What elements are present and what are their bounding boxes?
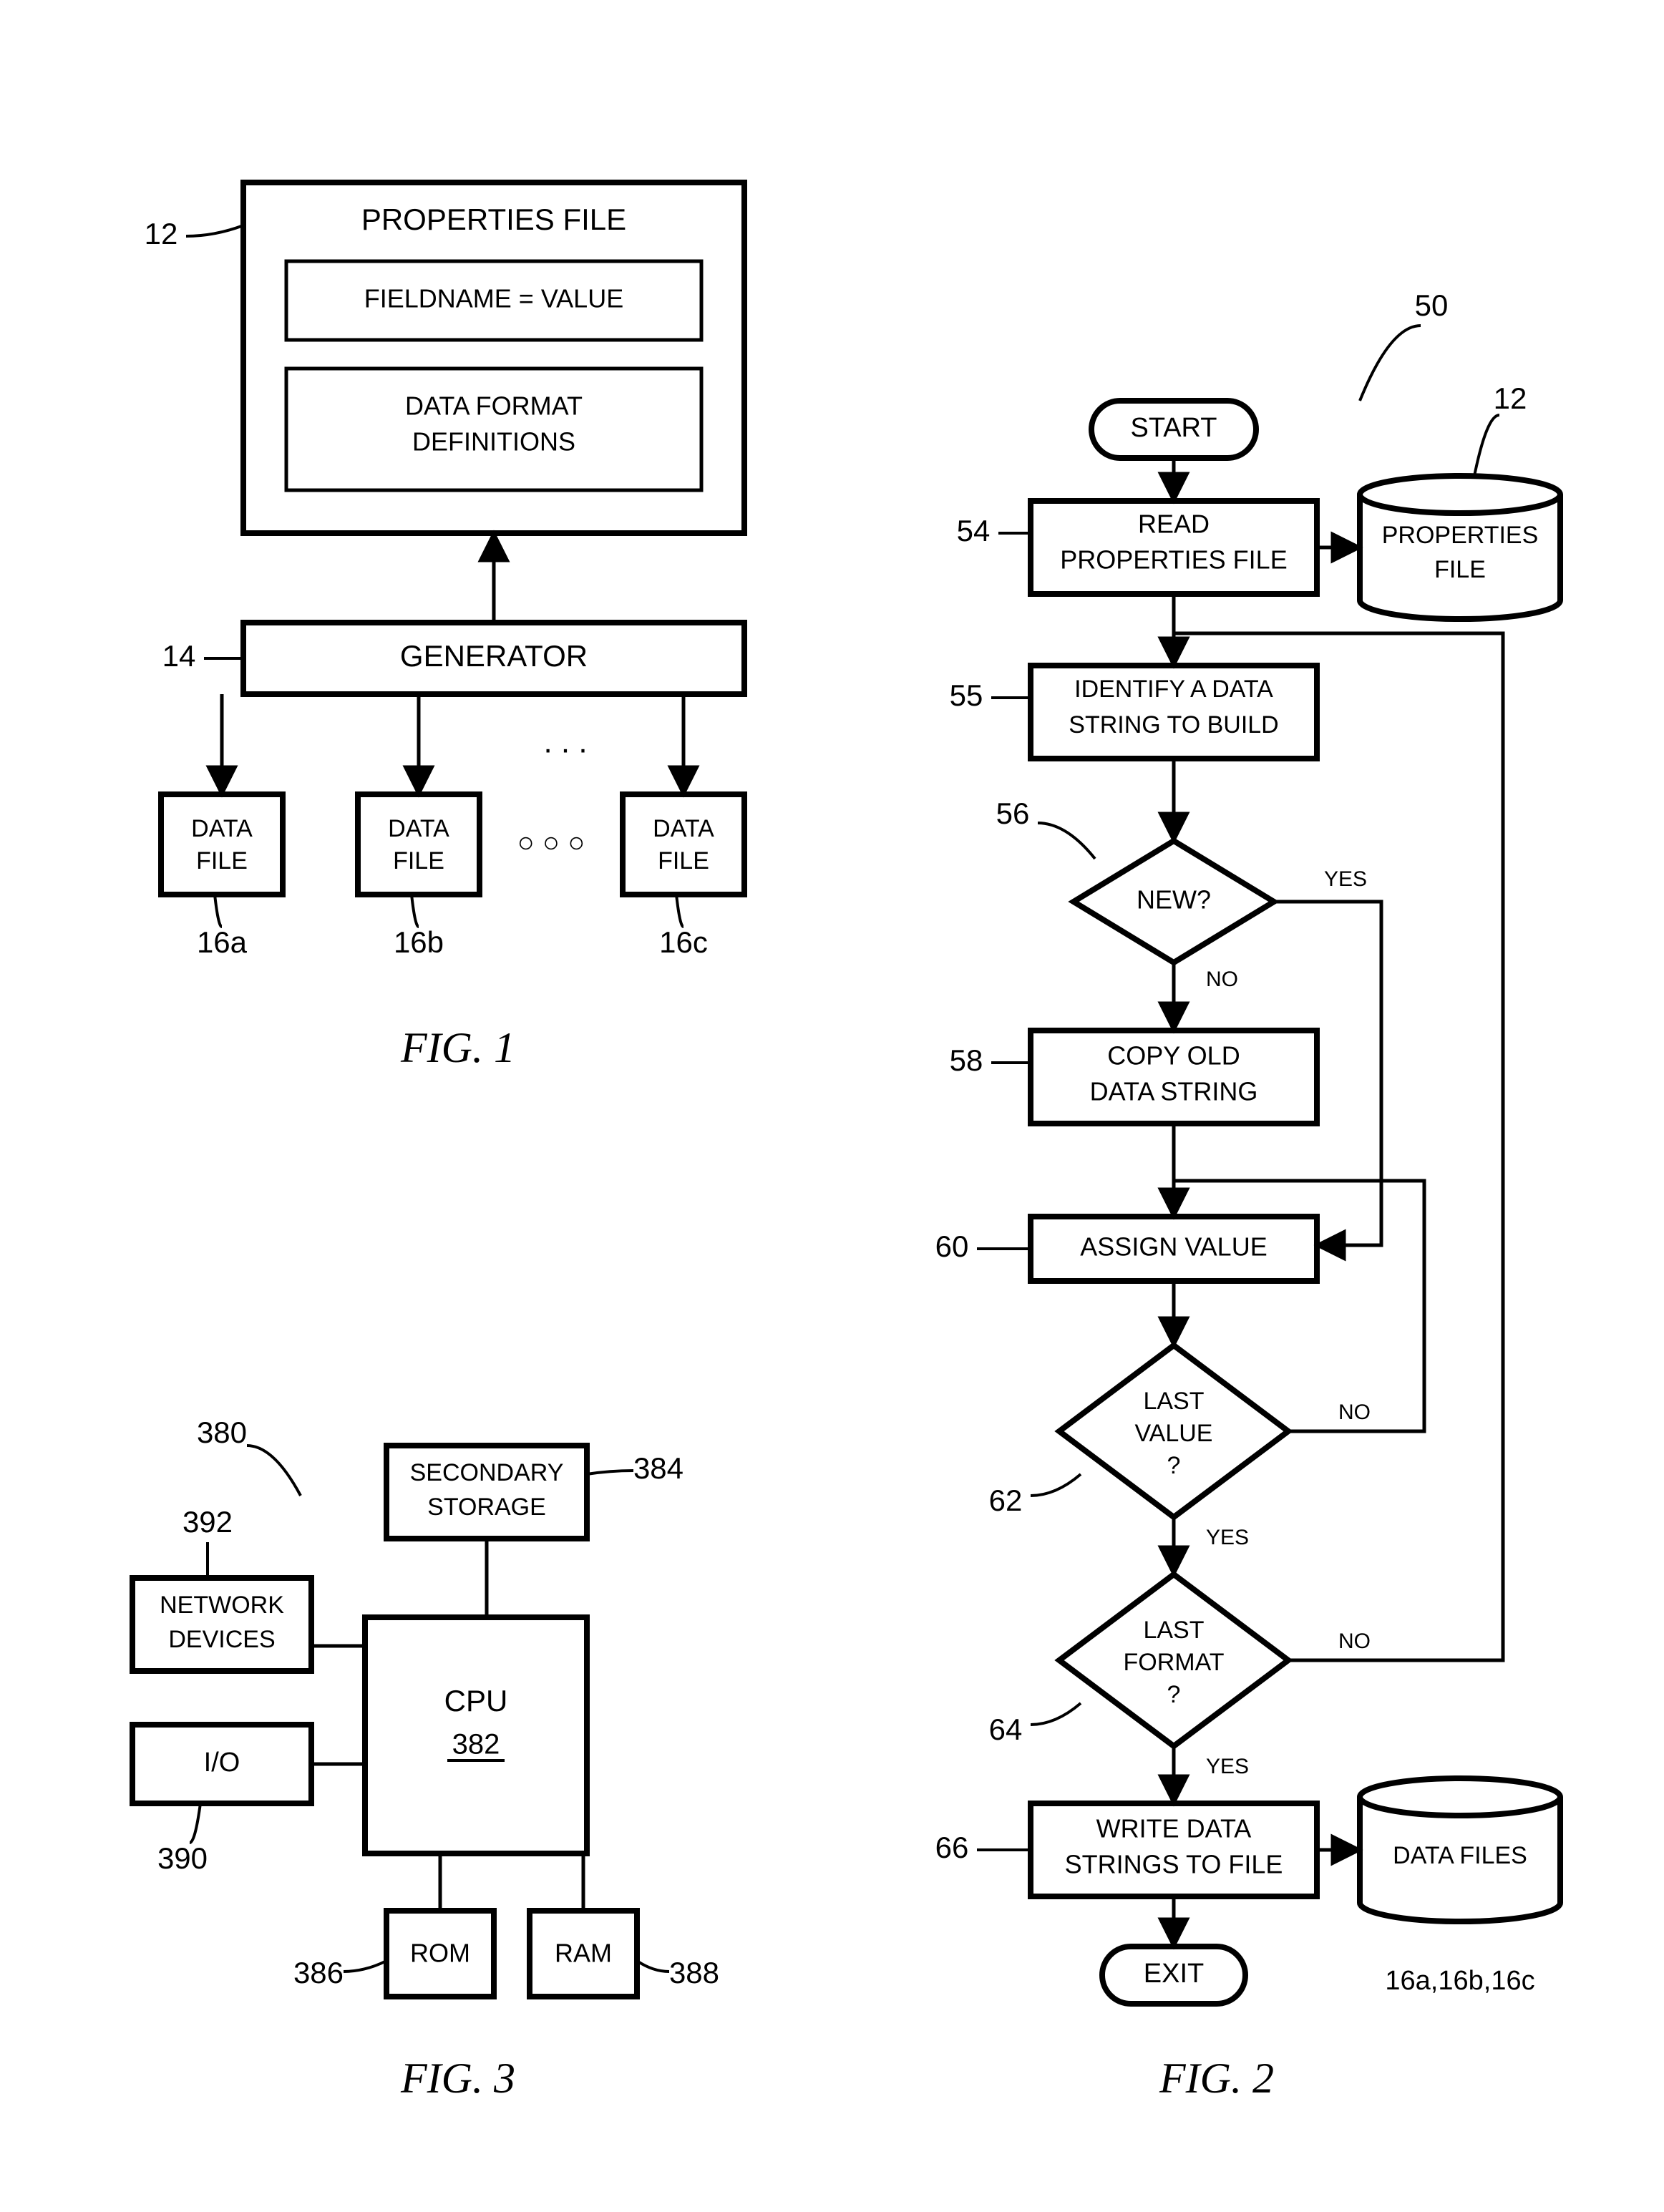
svg-text:DATA FORMAT: DATA FORMAT	[405, 391, 583, 421]
svg-text:YES: YES	[1206, 1526, 1249, 1549]
svg-text:DATA FILES: DATA FILES	[1393, 1842, 1527, 1869]
svg-text:?: ?	[1167, 1681, 1181, 1708]
svg-text:392: 392	[183, 1505, 233, 1539]
svg-text:ROM: ROM	[410, 1939, 470, 1968]
svg-text:YES: YES	[1206, 1755, 1249, 1778]
svg-text:STRINGS TO FILE: STRINGS TO FILE	[1065, 1850, 1283, 1879]
fig1-caption: FIG. 1	[400, 1024, 515, 1071]
fig3-caption: FIG. 3	[400, 2055, 515, 2102]
fig2-ref-50: 50	[1415, 288, 1449, 322]
svg-text:YES: YES	[1324, 867, 1367, 891]
svg-text:DATA: DATA	[653, 815, 714, 842]
svg-text:DATA: DATA	[388, 815, 449, 842]
svg-text:NETWORK: NETWORK	[160, 1592, 284, 1619]
svg-text:390: 390	[157, 1841, 208, 1875]
svg-text:382: 382	[452, 1729, 500, 1760]
svg-text:DEFINITIONS: DEFINITIONS	[412, 427, 575, 457]
svg-text:DATA: DATA	[191, 815, 253, 842]
svg-text:NEW?: NEW?	[1137, 885, 1211, 915]
svg-text:SECONDARY: SECONDARY	[410, 1459, 564, 1486]
svg-text:PROPERTIES FILE: PROPERTIES FILE	[361, 203, 626, 236]
svg-text:16a: 16a	[197, 925, 248, 959]
svg-text:GENERATOR: GENERATOR	[400, 639, 588, 673]
svg-text:?: ?	[1167, 1452, 1181, 1479]
svg-text:DEVICES: DEVICES	[168, 1626, 275, 1653]
svg-text:54: 54	[957, 514, 991, 547]
svg-text:NO: NO	[1338, 1400, 1371, 1424]
svg-text:VALUE: VALUE	[1135, 1420, 1213, 1447]
svg-text:○ ○ ○: ○ ○ ○	[517, 827, 585, 859]
svg-text:58: 58	[950, 1043, 983, 1077]
svg-text:60: 60	[935, 1229, 969, 1263]
svg-text:ASSIGN VALUE: ASSIGN VALUE	[1080, 1232, 1267, 1262]
svg-text:WRITE DATA: WRITE DATA	[1096, 1814, 1252, 1843]
svg-text:LAST: LAST	[1143, 1617, 1204, 1644]
fig3-ref-380: 380	[197, 1416, 247, 1449]
svg-text:16b: 16b	[394, 925, 444, 959]
svg-text:388: 388	[669, 1956, 719, 1989]
svg-text:56: 56	[996, 796, 1030, 830]
svg-text:66: 66	[935, 1831, 969, 1864]
svg-text:FILE: FILE	[393, 847, 444, 874]
svg-text:I/O: I/O	[204, 1748, 240, 1778]
svg-text:LAST: LAST	[1143, 1388, 1204, 1415]
svg-text:NO: NO	[1206, 968, 1238, 991]
svg-text:12: 12	[1494, 381, 1527, 415]
svg-text:55: 55	[950, 678, 983, 712]
svg-text:384: 384	[633, 1451, 683, 1485]
svg-text:NO: NO	[1338, 1629, 1371, 1653]
svg-text:. . .: . . .	[543, 725, 587, 760]
svg-text:STRING TO BUILD: STRING TO BUILD	[1069, 711, 1278, 739]
svg-text:FILE: FILE	[196, 847, 248, 874]
svg-text:FIELDNAME = VALUE: FIELDNAME = VALUE	[364, 284, 623, 313]
svg-text:16c: 16c	[659, 925, 708, 959]
svg-text:CPU: CPU	[444, 1684, 508, 1718]
svg-text:FORMAT: FORMAT	[1123, 1649, 1224, 1676]
svg-text:START: START	[1130, 413, 1217, 443]
fig1-ref-12: 12	[145, 217, 178, 250]
svg-text:RAM: RAM	[555, 1939, 612, 1968]
svg-text:READ: READ	[1138, 510, 1210, 539]
svg-text:PROPERTIES FILE: PROPERTIES FILE	[1060, 545, 1287, 575]
fig2-caption: FIG. 2	[1159, 2055, 1274, 2102]
svg-text:62: 62	[989, 1483, 1023, 1517]
svg-text:PROPERTIES: PROPERTIES	[1382, 522, 1539, 549]
svg-text:386: 386	[293, 1956, 344, 1989]
svg-text:14: 14	[162, 639, 196, 673]
svg-text:IDENTIFY A DATA: IDENTIFY A DATA	[1074, 676, 1273, 703]
svg-text:COPY OLD: COPY OLD	[1107, 1041, 1240, 1071]
svg-text:64: 64	[989, 1712, 1023, 1746]
svg-text:16a,16b,16c: 16a,16b,16c	[1385, 1966, 1534, 1996]
svg-text:STORAGE: STORAGE	[427, 1494, 546, 1521]
svg-text:EXIT: EXIT	[1144, 1959, 1204, 1989]
svg-text:DATA STRING: DATA STRING	[1090, 1077, 1258, 1106]
svg-text:FILE: FILE	[658, 847, 709, 874]
svg-text:FILE: FILE	[1434, 556, 1486, 583]
